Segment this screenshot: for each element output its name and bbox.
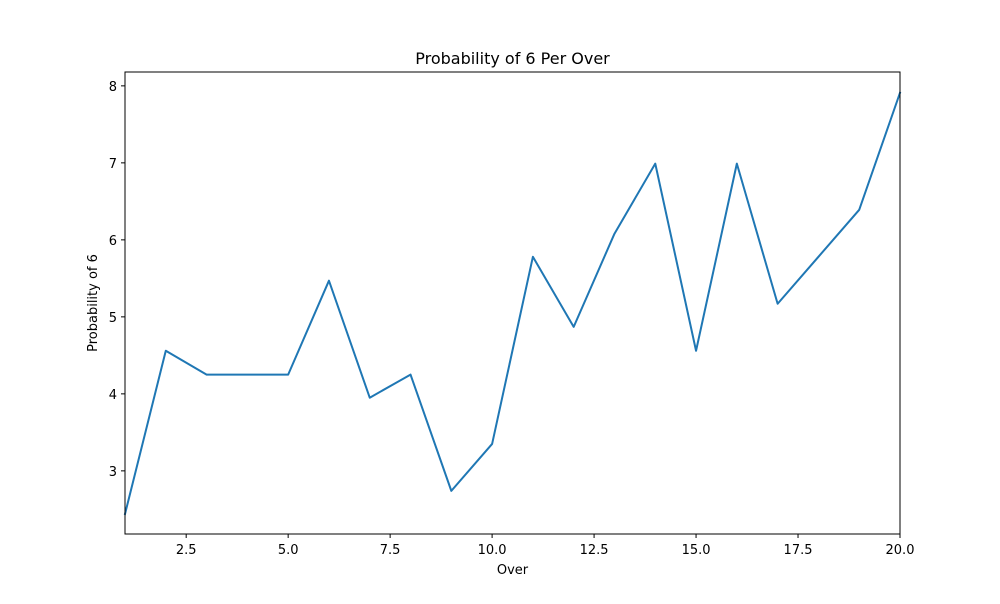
y-tick-label: 5: [109, 311, 117, 326]
x-tick-label: 17.5: [784, 543, 813, 558]
y-tick-label: 6: [109, 234, 117, 249]
y-tick-label: 3: [109, 465, 117, 480]
x-tick-label: 7.5: [380, 543, 401, 558]
chart-title: Probability of 6 Per Over: [415, 49, 610, 68]
y-tick-label: 7: [109, 157, 117, 172]
x-tick-label: 10.0: [478, 543, 507, 558]
y-axis-label: Probability of 6: [86, 254, 101, 352]
y-tick-label: 4: [109, 388, 117, 403]
y-tick-label: 8: [109, 80, 117, 95]
plot-area: 2.5 5.0 7.5 10.0 12.5 15.0 17.5 20.0 3 4 5 6 7 8: [109, 71, 915, 558]
x-tick-label: 15.0: [682, 543, 711, 558]
x-tick-label: 5.0: [278, 543, 299, 558]
axes-frame: [124, 71, 901, 535]
x-tick-label: 12.5: [580, 543, 609, 558]
x-axis-label: Over: [497, 563, 529, 578]
x-tick-label: 2.5: [176, 543, 197, 558]
series-line-0: [123, 91, 902, 516]
x-tick-label: 20.0: [886, 543, 915, 558]
